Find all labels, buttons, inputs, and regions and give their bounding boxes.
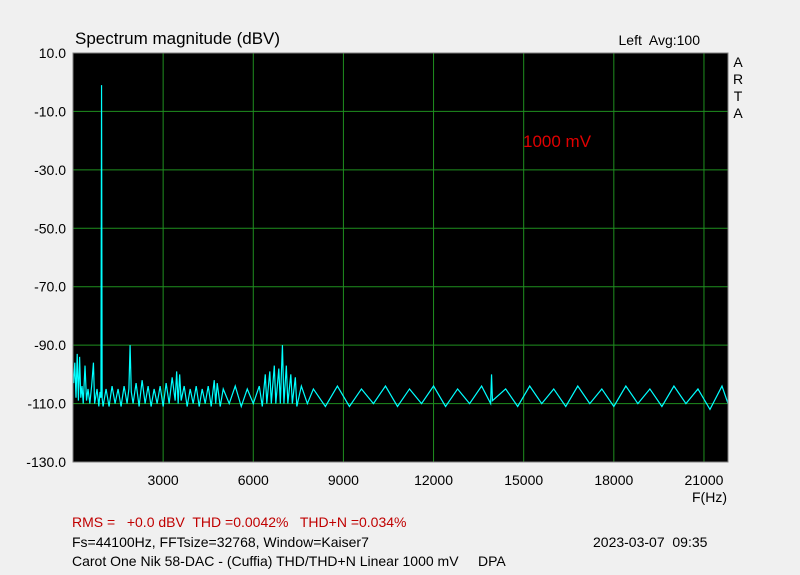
x-tick-label: 15000 bbox=[504, 472, 543, 488]
y-tick-label: -10.0 bbox=[34, 103, 66, 119]
x-axis-label: F(Hz) bbox=[692, 489, 727, 505]
x-tick-label: 21000 bbox=[684, 472, 723, 488]
y-tick-label: -50.0 bbox=[34, 220, 66, 236]
logo-letter: A bbox=[733, 105, 743, 121]
annotation: 1000 mV bbox=[523, 132, 592, 151]
spectrum-line bbox=[73, 85, 728, 411]
description: Carot One Nik 58-DAC - (Cuffia) THD/THD+… bbox=[72, 553, 506, 569]
settings: Fs=44100Hz, FFTsize=32768, Window=Kaiser… bbox=[72, 534, 369, 550]
x-tick-label: 6000 bbox=[238, 472, 269, 488]
logo-letter: A bbox=[733, 54, 743, 70]
plot-area bbox=[73, 53, 728, 462]
y-tick-label: -110.0 bbox=[27, 396, 66, 412]
logo-letter: R bbox=[733, 71, 743, 87]
x-tick-label: 9000 bbox=[328, 472, 359, 488]
measurements: RMS = +0.0 dBV THD =0.0042% THD+N =0.034… bbox=[72, 514, 407, 530]
x-tick-label: 3000 bbox=[148, 472, 179, 488]
timestamp: 2023-03-07 09:35 bbox=[593, 534, 708, 550]
channel-info: Left Avg:100 bbox=[619, 32, 701, 48]
logo-letter: T bbox=[734, 88, 743, 104]
y-tick-label: -130.0 bbox=[26, 454, 66, 470]
y-tick-label: -30.0 bbox=[34, 162, 66, 178]
x-tick-label: 12000 bbox=[414, 472, 453, 488]
y-tick-label: -90.0 bbox=[34, 337, 66, 353]
y-tick-label: 10.0 bbox=[39, 45, 66, 61]
plot-border bbox=[72, 52, 729, 463]
y-tick-label: -70.0 bbox=[34, 279, 66, 295]
x-tick-label: 18000 bbox=[594, 472, 633, 488]
chart-title: Spectrum magnitude (dBV) bbox=[75, 29, 280, 48]
